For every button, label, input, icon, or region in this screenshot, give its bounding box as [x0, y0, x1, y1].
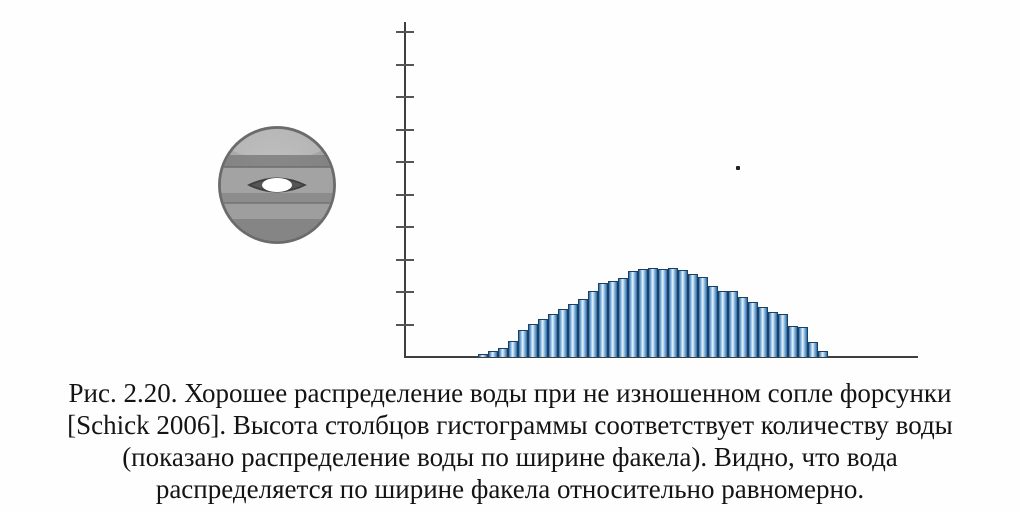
y-axis-tick — [396, 128, 414, 131]
nozzle-orifice-hole — [262, 178, 292, 192]
histogram-bar — [708, 286, 718, 357]
nozzle-photo-graphic — [218, 126, 336, 244]
histogram-bar — [768, 312, 778, 357]
figure-caption: Рис. 2.20. Хорошее распределение воды пр… — [0, 377, 1020, 505]
histogram-bar — [588, 291, 598, 357]
y-axis-tick — [396, 193, 414, 196]
histogram-bar — [508, 341, 518, 357]
y-axis-tick — [396, 258, 414, 261]
y-axis-tick — [396, 161, 414, 163]
histogram-bar — [578, 299, 588, 357]
histogram-bar — [808, 342, 818, 357]
speck-dot — [736, 166, 740, 170]
histogram-bar — [518, 330, 528, 357]
histogram-bar — [738, 297, 748, 357]
histogram-bar — [698, 277, 708, 357]
y-axis-tick — [396, 291, 414, 293]
histogram-bar — [598, 283, 608, 357]
histogram-bars — [478, 268, 828, 357]
x-axis — [404, 356, 918, 358]
caption-line-1: Рис. 2.20. Хорошее распределение воды пр… — [68, 378, 952, 408]
histogram-bar — [798, 327, 808, 357]
histogram-bar — [688, 274, 698, 357]
histogram-bar — [618, 278, 628, 357]
histogram-bar — [678, 270, 688, 357]
histogram-bar — [778, 314, 788, 357]
histogram-bar — [758, 307, 768, 357]
histogram-bar — [788, 326, 798, 357]
histogram-bar — [668, 268, 678, 357]
y-axis-tick — [396, 63, 414, 66]
histogram-bar — [718, 291, 728, 357]
histogram-bar — [528, 324, 538, 357]
histogram-bar — [638, 269, 648, 357]
histogram-bar — [488, 351, 498, 357]
y-axis — [404, 22, 406, 358]
histogram-bar — [608, 281, 618, 357]
histogram-bar — [658, 269, 668, 357]
caption-line-3: (показано распределение воды по ширине ф… — [122, 442, 898, 472]
histogram-bar — [818, 351, 828, 357]
histogram-bar — [648, 268, 658, 357]
y-axis-tick — [396, 323, 414, 326]
histogram-bar — [558, 309, 568, 357]
caption-line-4: распределяется по ширине факела относите… — [155, 474, 865, 504]
histogram-bar — [728, 291, 738, 357]
histogram-bar — [538, 319, 548, 357]
y-axis-tick — [396, 31, 414, 33]
histogram-bar — [498, 348, 508, 357]
nozzle-photo — [215, 123, 339, 247]
histogram-bar — [568, 304, 578, 357]
y-axis-tick — [396, 226, 414, 228]
histogram-bar — [628, 271, 638, 357]
histogram-bar — [548, 314, 558, 357]
caption-line-2: [Schick 2006]. Высота столбцов гистограм… — [67, 410, 953, 440]
histogram-bar — [478, 354, 488, 357]
histogram-bar — [748, 302, 758, 357]
y-axis-tick — [396, 96, 414, 98]
